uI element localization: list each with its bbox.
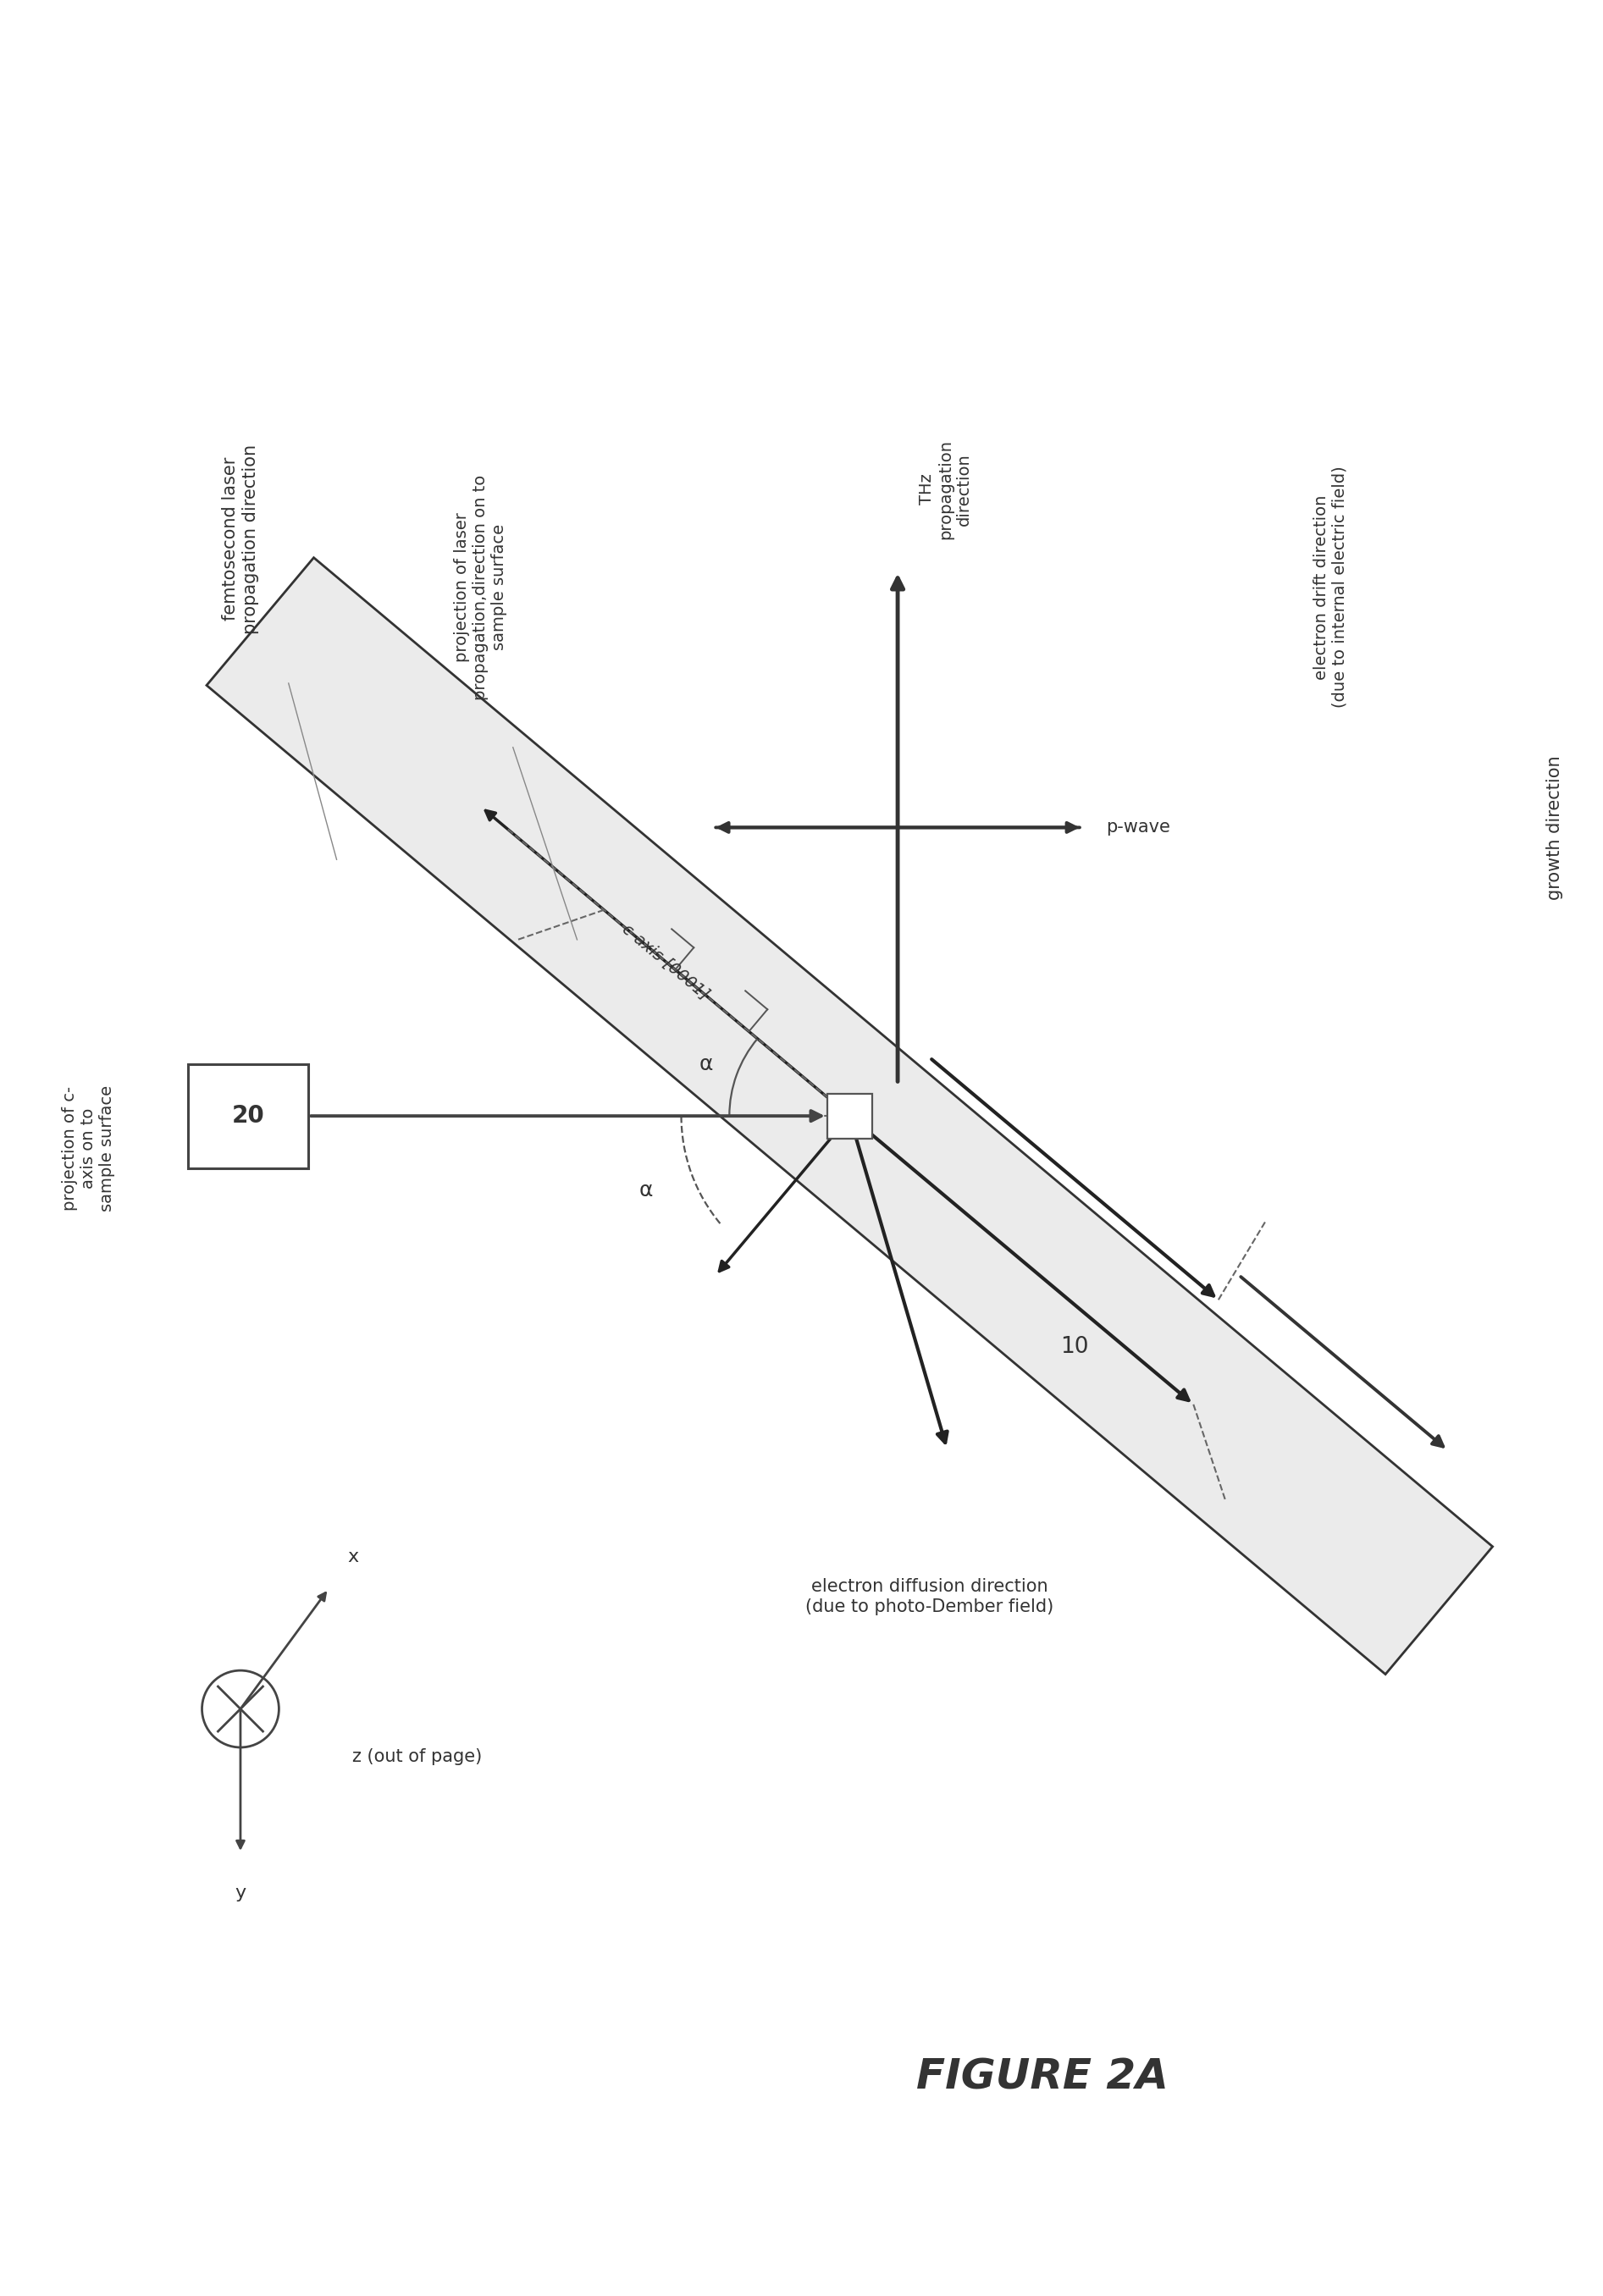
Text: FIGURE 2A: FIGURE 2A [915,2057,1169,2099]
Text: c-axis [0001]: c-axis [0001] [619,921,712,1003]
Text: α: α [640,1180,652,1201]
Bar [827,1093,872,1139]
Text: electron diffusion direction
(due to photo-Dember field): electron diffusion direction (due to pho… [806,1577,1053,1614]
Text: x: x [348,1548,357,1566]
Text: THz
propagation
direction: THz propagation direction [919,439,973,540]
Text: z (out of page): z (out of page) [353,1750,483,1766]
Text: 10: 10 [1061,1336,1088,1357]
Polygon shape [207,558,1492,1674]
Bar [189,1063,309,1169]
Text: growth direction: growth direction [1547,755,1563,900]
Text: p-wave: p-wave [1106,820,1170,836]
Text: α: α [699,1054,713,1075]
Text: projection of laser
propagation,direction on to
sample surface: projection of laser propagation,directio… [454,475,508,700]
Text: electron drift direction
(due to internal electric field): electron drift direction (due to interna… [1313,466,1348,707]
Text: projection of c-
axis on to
sample surface: projection of c- axis on to sample surfa… [61,1086,115,1210]
Text: femtosecond laser
propagation direction: femtosecond laser propagation direction [223,443,258,634]
Text: y: y [236,1885,245,1901]
Text: 20: 20 [232,1104,264,1127]
